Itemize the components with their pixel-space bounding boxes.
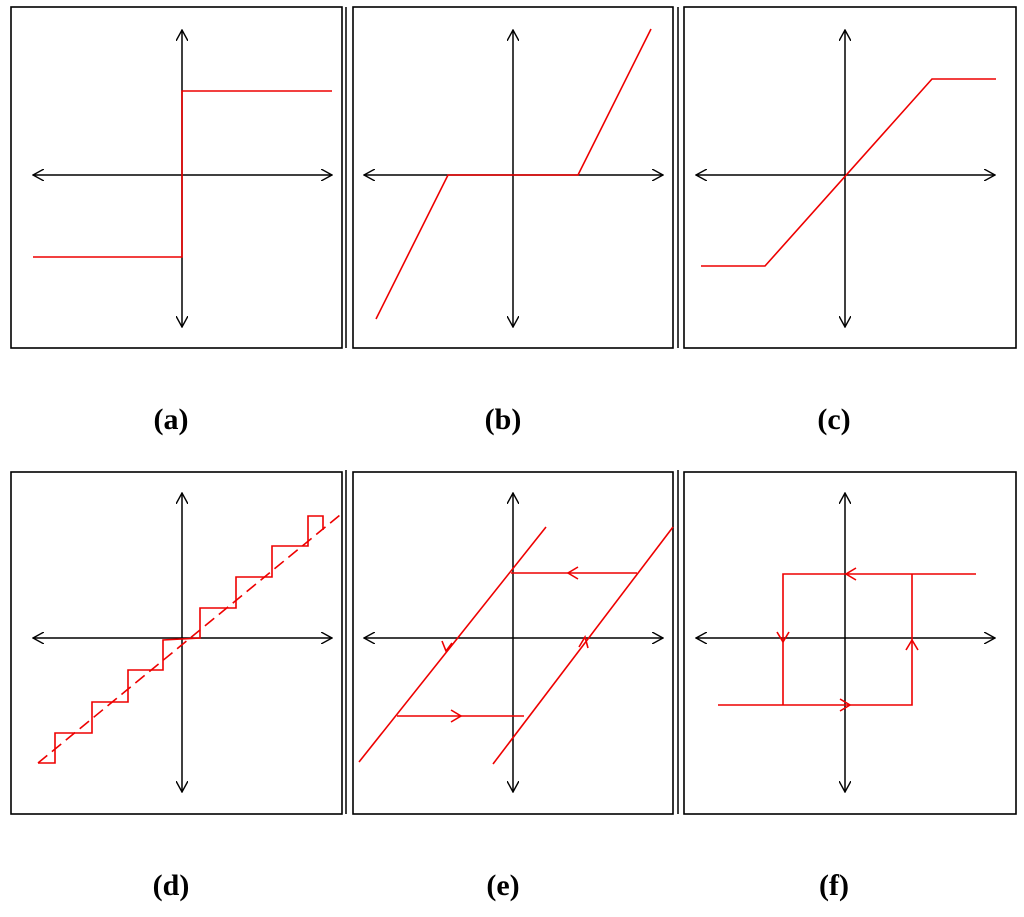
panel-label: (c)	[817, 403, 850, 436]
curves	[33, 28, 996, 765]
panel-frames	[10, 6, 1017, 815]
panel-label: (e)	[486, 869, 519, 902]
panel-label: (a)	[154, 403, 189, 436]
panel-label: (b)	[485, 403, 522, 436]
panel-label: (d)	[153, 869, 190, 902]
panel-label: (f)	[819, 869, 849, 902]
